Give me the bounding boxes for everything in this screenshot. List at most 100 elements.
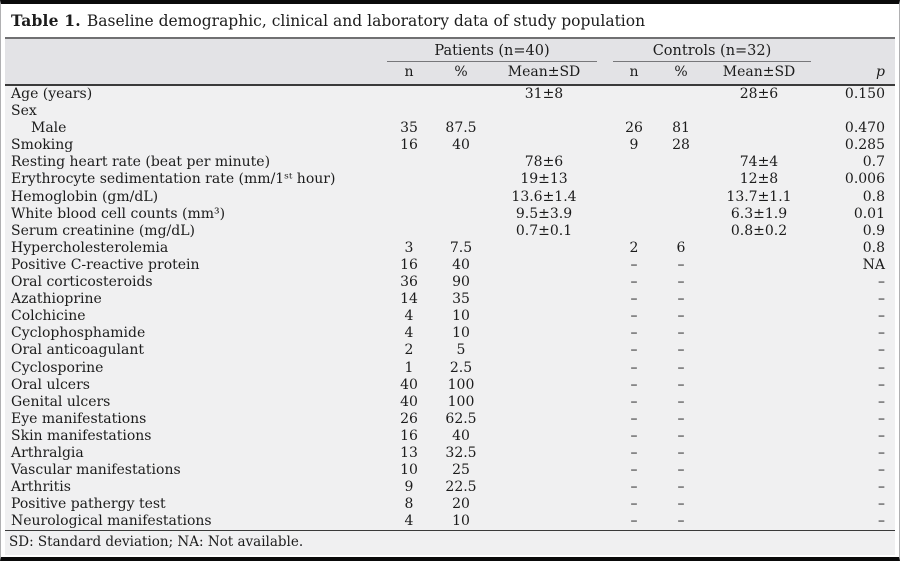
patients-n: 4 (404, 513, 414, 530)
p-value: – (878, 410, 885, 427)
controls-mean-header: Mean±SD (707, 61, 811, 86)
controls-pct: – (677, 462, 685, 479)
controls-n: – (630, 325, 638, 342)
controls-n (613, 154, 655, 171)
spacer-cell (597, 428, 613, 445)
p-value: 0.285 (844, 137, 885, 154)
p-value: 0.470 (844, 120, 885, 137)
controls-n: 9 (629, 137, 639, 154)
patients-pct (431, 189, 491, 206)
patients-n: 8 (404, 496, 414, 513)
controls-pct: – (677, 256, 685, 273)
patients-mean (491, 103, 597, 120)
patients-n: 1 (404, 359, 414, 376)
controls-mean (707, 257, 811, 274)
controls-mean (707, 445, 811, 462)
table-row: Cyclosporine 1 2.5 – – – (5, 360, 895, 377)
table-row: Oral corticosteroids 36 90 – – – (5, 274, 895, 291)
row-label: Genital ulcers (11, 393, 111, 410)
patients-mean (491, 479, 597, 496)
controls-pct (655, 189, 707, 206)
spacer-cell (597, 360, 613, 377)
controls-mean (707, 394, 811, 411)
table-row: Positive pathergy test 8 20 – – – (5, 496, 895, 513)
p-value: – (878, 496, 885, 513)
controls-pct: – (677, 410, 685, 427)
p-value: – (878, 325, 885, 342)
patients-n: 26 (400, 410, 418, 427)
row-label: Arthritis (11, 479, 71, 496)
table-row: Positive C-reactive protein 16 40 – – NA (5, 257, 895, 274)
table-row: Age (years) 31±8 28±6 0.150 (5, 85, 895, 103)
controls-pct: – (677, 359, 685, 376)
patients-pct: 62.5 (445, 410, 477, 427)
patients-n (387, 103, 431, 120)
controls-pct: – (677, 274, 685, 291)
p-value: – (878, 376, 885, 393)
patients-mean: 31±8 (524, 86, 564, 102)
patients-mean (491, 513, 597, 530)
controls-n: – (630, 376, 638, 393)
p-value: – (878, 462, 885, 479)
controls-mean: 0.8±0.2 (730, 222, 788, 239)
spacer-cell (597, 308, 613, 325)
row-label: Positive C-reactive protein (11, 256, 200, 273)
table-row: Colchicine 4 10 – – – (5, 308, 895, 325)
controls-pct (655, 154, 707, 171)
spacer-cell (597, 496, 613, 513)
table-body: Age (years) 31±8 28±6 0.150 Sex Male 35 87.5 26 8… (5, 85, 895, 531)
controls-n (613, 223, 655, 240)
table-row: Cyclophosphamide 4 10 – – – (5, 325, 895, 342)
patients-mean: 13.6±1.4 (511, 188, 577, 205)
sub-header-row: n % Mean±SD n % Mean±SD p (5, 61, 895, 86)
group-header-row: Patients (n=40) Controls (n=32) (5, 37, 895, 62)
patients-pct (431, 206, 491, 223)
patients-n (387, 85, 431, 103)
controls-pct: – (677, 308, 685, 325)
patients-mean (491, 462, 597, 479)
p-value: NA (862, 256, 885, 273)
spacer-cell (597, 103, 613, 120)
controls-mean (707, 496, 811, 513)
table-row: Hemoglobin (gm/dL) 13.6±1.4 13.7±1.1 0.8 (5, 189, 895, 206)
p-value: 0.006 (844, 171, 885, 188)
patients-pct (431, 171, 491, 188)
patients-mean (491, 257, 597, 274)
table-row: Smoking 16 40 9 28 0.285 (5, 137, 895, 154)
patients-n: 4 (404, 308, 414, 325)
p-value: 0.150 (844, 86, 885, 102)
patients-mean (491, 137, 597, 154)
patients-group-header: Patients (n=40) (387, 37, 597, 62)
patients-mean: 0.7±0.1 (515, 222, 573, 239)
controls-mean (707, 308, 811, 325)
controls-pct (655, 223, 707, 240)
table-header: Patients (n=40) Controls (n=32) n % Mean… (5, 37, 895, 86)
p-value: 0.7 (862, 154, 885, 171)
patients-mean (491, 342, 597, 359)
controls-mean (707, 360, 811, 377)
spacer-cell (597, 240, 613, 257)
row-label: Neurological manifestations (11, 513, 212, 530)
spacer-cell (597, 154, 613, 171)
patients-pct: 10 (452, 513, 470, 530)
controls-pct: 28 (672, 137, 690, 154)
patients-mean (491, 291, 597, 308)
patients-n: 4 (404, 325, 414, 342)
row-label: Vascular manifestations (11, 462, 181, 479)
controls-mean (707, 291, 811, 308)
controls-mean: 6.3±1.9 (730, 205, 788, 222)
controls-n (613, 189, 655, 206)
spacer-cell (597, 257, 613, 274)
controls-n (613, 206, 655, 223)
controls-n: – (630, 274, 638, 291)
row-label: Cyclophosphamide (11, 325, 146, 342)
table-row: Erythrocyte sedimentation rate (mm/1ˢᵗ h… (5, 171, 895, 188)
table-row: Arthritis 9 22.5 – – – (5, 479, 895, 496)
controls-mean (707, 274, 811, 291)
patients-pct: 35 (452, 291, 470, 308)
table-row: Oral ulcers 40 100 – – – (5, 377, 895, 394)
spacer-cell (597, 206, 613, 223)
patients-n (387, 223, 431, 240)
patients-mean (491, 120, 597, 137)
